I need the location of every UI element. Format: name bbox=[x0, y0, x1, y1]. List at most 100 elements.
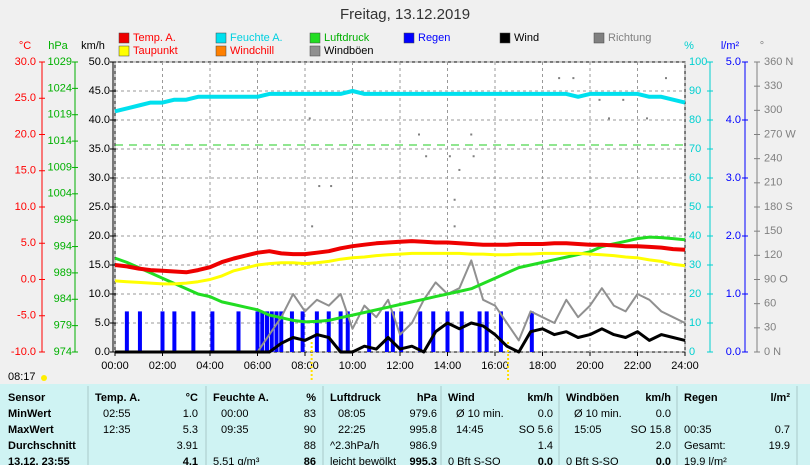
cell-value: 1.4 bbox=[538, 440, 553, 452]
series-line bbox=[114, 239, 686, 275]
direction-dot bbox=[453, 198, 456, 201]
table-header: Temp. A. bbox=[95, 392, 140, 404]
cell-value: 83 bbox=[304, 408, 316, 420]
cell-value: 86 bbox=[304, 456, 316, 465]
cell-value: 986.9 bbox=[409, 440, 437, 452]
cell-text: 22:25 bbox=[338, 424, 366, 436]
y-tick-label: 20.0 bbox=[89, 230, 110, 242]
legend-swatch bbox=[593, 32, 605, 44]
y-tick-label: 360 N bbox=[764, 56, 793, 68]
direction-dot bbox=[472, 155, 475, 158]
rain-bar bbox=[260, 311, 265, 352]
y-tick-label: 30 bbox=[764, 322, 776, 334]
direction-dot bbox=[330, 185, 333, 188]
y-tick-label: 0 N bbox=[764, 346, 781, 358]
y-tick-label: 5.0 bbox=[21, 237, 36, 249]
y-tick-label: 0.0 bbox=[21, 273, 36, 285]
x-tick-label: 08:00 bbox=[291, 360, 319, 372]
cell-text: 00:00 bbox=[221, 408, 249, 420]
x-tick-label: 04:00 bbox=[196, 360, 224, 372]
y-tick-label: 1009 bbox=[48, 161, 72, 173]
cell-value: 979.6 bbox=[409, 408, 437, 420]
axis-unit: km/h bbox=[81, 40, 105, 52]
series-line bbox=[114, 235, 686, 324]
y-tick-label: 5.0 bbox=[726, 56, 741, 68]
chart-title: Freitag, 13.12.2019 bbox=[340, 6, 470, 23]
y-tick-label: 35.0 bbox=[89, 143, 110, 155]
row-label: Durchschnitt bbox=[8, 440, 76, 452]
cell-value: 0.7 bbox=[775, 424, 790, 436]
y-tick-label: -5.0 bbox=[17, 310, 36, 322]
series-line bbox=[114, 251, 686, 286]
sunrise-label: 08:17 bbox=[8, 371, 36, 383]
direction-dot bbox=[598, 98, 601, 101]
y-tick-label: 40 bbox=[689, 230, 701, 242]
y-tick-label: 45.0 bbox=[89, 85, 110, 97]
x-tick-label: 20:00 bbox=[576, 360, 604, 372]
row-label: MaxWert bbox=[8, 424, 54, 436]
y-tick-label: 0 bbox=[689, 346, 695, 358]
rain-bar bbox=[418, 311, 423, 352]
row-label: MinWert bbox=[8, 408, 52, 420]
y-tick-label: 1.0 bbox=[726, 288, 741, 300]
cell-text: 09:35 bbox=[221, 424, 249, 436]
y-tick-label: 30 bbox=[689, 259, 701, 271]
legend-label: Regen bbox=[418, 32, 450, 44]
rain-bar bbox=[265, 311, 269, 352]
direction-dot bbox=[308, 117, 311, 120]
y-tick-label: 3.0 bbox=[726, 172, 741, 184]
y-tick-label: 2.0 bbox=[726, 230, 741, 242]
y-tick-label: 90 O bbox=[764, 273, 788, 285]
cell-text: 0 Bft S-SO bbox=[566, 456, 619, 465]
cell-text: ^2.3hPa/h bbox=[330, 440, 379, 452]
rain-bar bbox=[300, 311, 305, 352]
table-header: Luftdruck bbox=[330, 392, 382, 404]
rain-bar bbox=[255, 311, 260, 352]
rain-bar bbox=[326, 311, 331, 352]
rain-bar bbox=[399, 311, 404, 352]
direction-dot bbox=[572, 77, 575, 80]
x-tick-label: 24:00 bbox=[671, 360, 699, 372]
direction-dot bbox=[453, 225, 456, 228]
cell-text: 00:35 bbox=[684, 424, 712, 436]
table-unit: km/h bbox=[527, 392, 553, 404]
y-tick-label: 180 S bbox=[764, 201, 793, 213]
y-tick-label: 30.0 bbox=[15, 56, 36, 68]
x-tick-label: 02:00 bbox=[149, 360, 177, 372]
y-tick-label: 25.0 bbox=[15, 92, 36, 104]
cell-text: Gesamt: bbox=[684, 440, 726, 452]
y-tick-label: 300 bbox=[764, 104, 782, 116]
legend-label: Feuchte A. bbox=[230, 32, 283, 44]
table-header: Regen bbox=[684, 392, 718, 404]
y-tick-label: 1024 bbox=[48, 82, 72, 94]
table-unit: hPa bbox=[417, 392, 438, 404]
legend-label: Windböen bbox=[324, 45, 374, 57]
rain-bar bbox=[384, 311, 389, 352]
cell-value: 4.1 bbox=[183, 456, 198, 465]
legend-swatch bbox=[215, 45, 227, 57]
cell-value: 0.0 bbox=[538, 456, 553, 465]
cell-value: 995.3 bbox=[409, 456, 437, 465]
direction-dot bbox=[622, 98, 625, 101]
legend-label: Windchill bbox=[230, 45, 274, 57]
rain-bar bbox=[160, 311, 165, 352]
x-tick-label: 06:00 bbox=[244, 360, 272, 372]
cell-text: Ø 10 min. bbox=[574, 408, 622, 420]
table-background bbox=[0, 384, 810, 465]
legend-label: Taupunkt bbox=[133, 45, 178, 57]
y-tick-label: 70 bbox=[689, 143, 701, 155]
y-tick-label: 30.0 bbox=[89, 172, 110, 184]
cell-text: 5.51 g/m³ bbox=[213, 456, 260, 465]
cell-value: 995.8 bbox=[409, 424, 437, 436]
table-header: Feuchte A. bbox=[213, 392, 269, 404]
y-tick-label: 10 bbox=[689, 317, 701, 329]
cell-text: Ø 10 min. bbox=[456, 408, 504, 420]
direction-dot bbox=[318, 185, 321, 188]
y-tick-label: 270 W bbox=[764, 128, 796, 140]
cell-value: 90 bbox=[304, 424, 316, 436]
axis-unit: % bbox=[684, 40, 694, 52]
cell-text: 08:05 bbox=[338, 408, 366, 420]
table-unit: l/m² bbox=[770, 392, 790, 404]
rain-bar bbox=[484, 311, 489, 352]
y-tick-label: 1019 bbox=[48, 109, 72, 121]
